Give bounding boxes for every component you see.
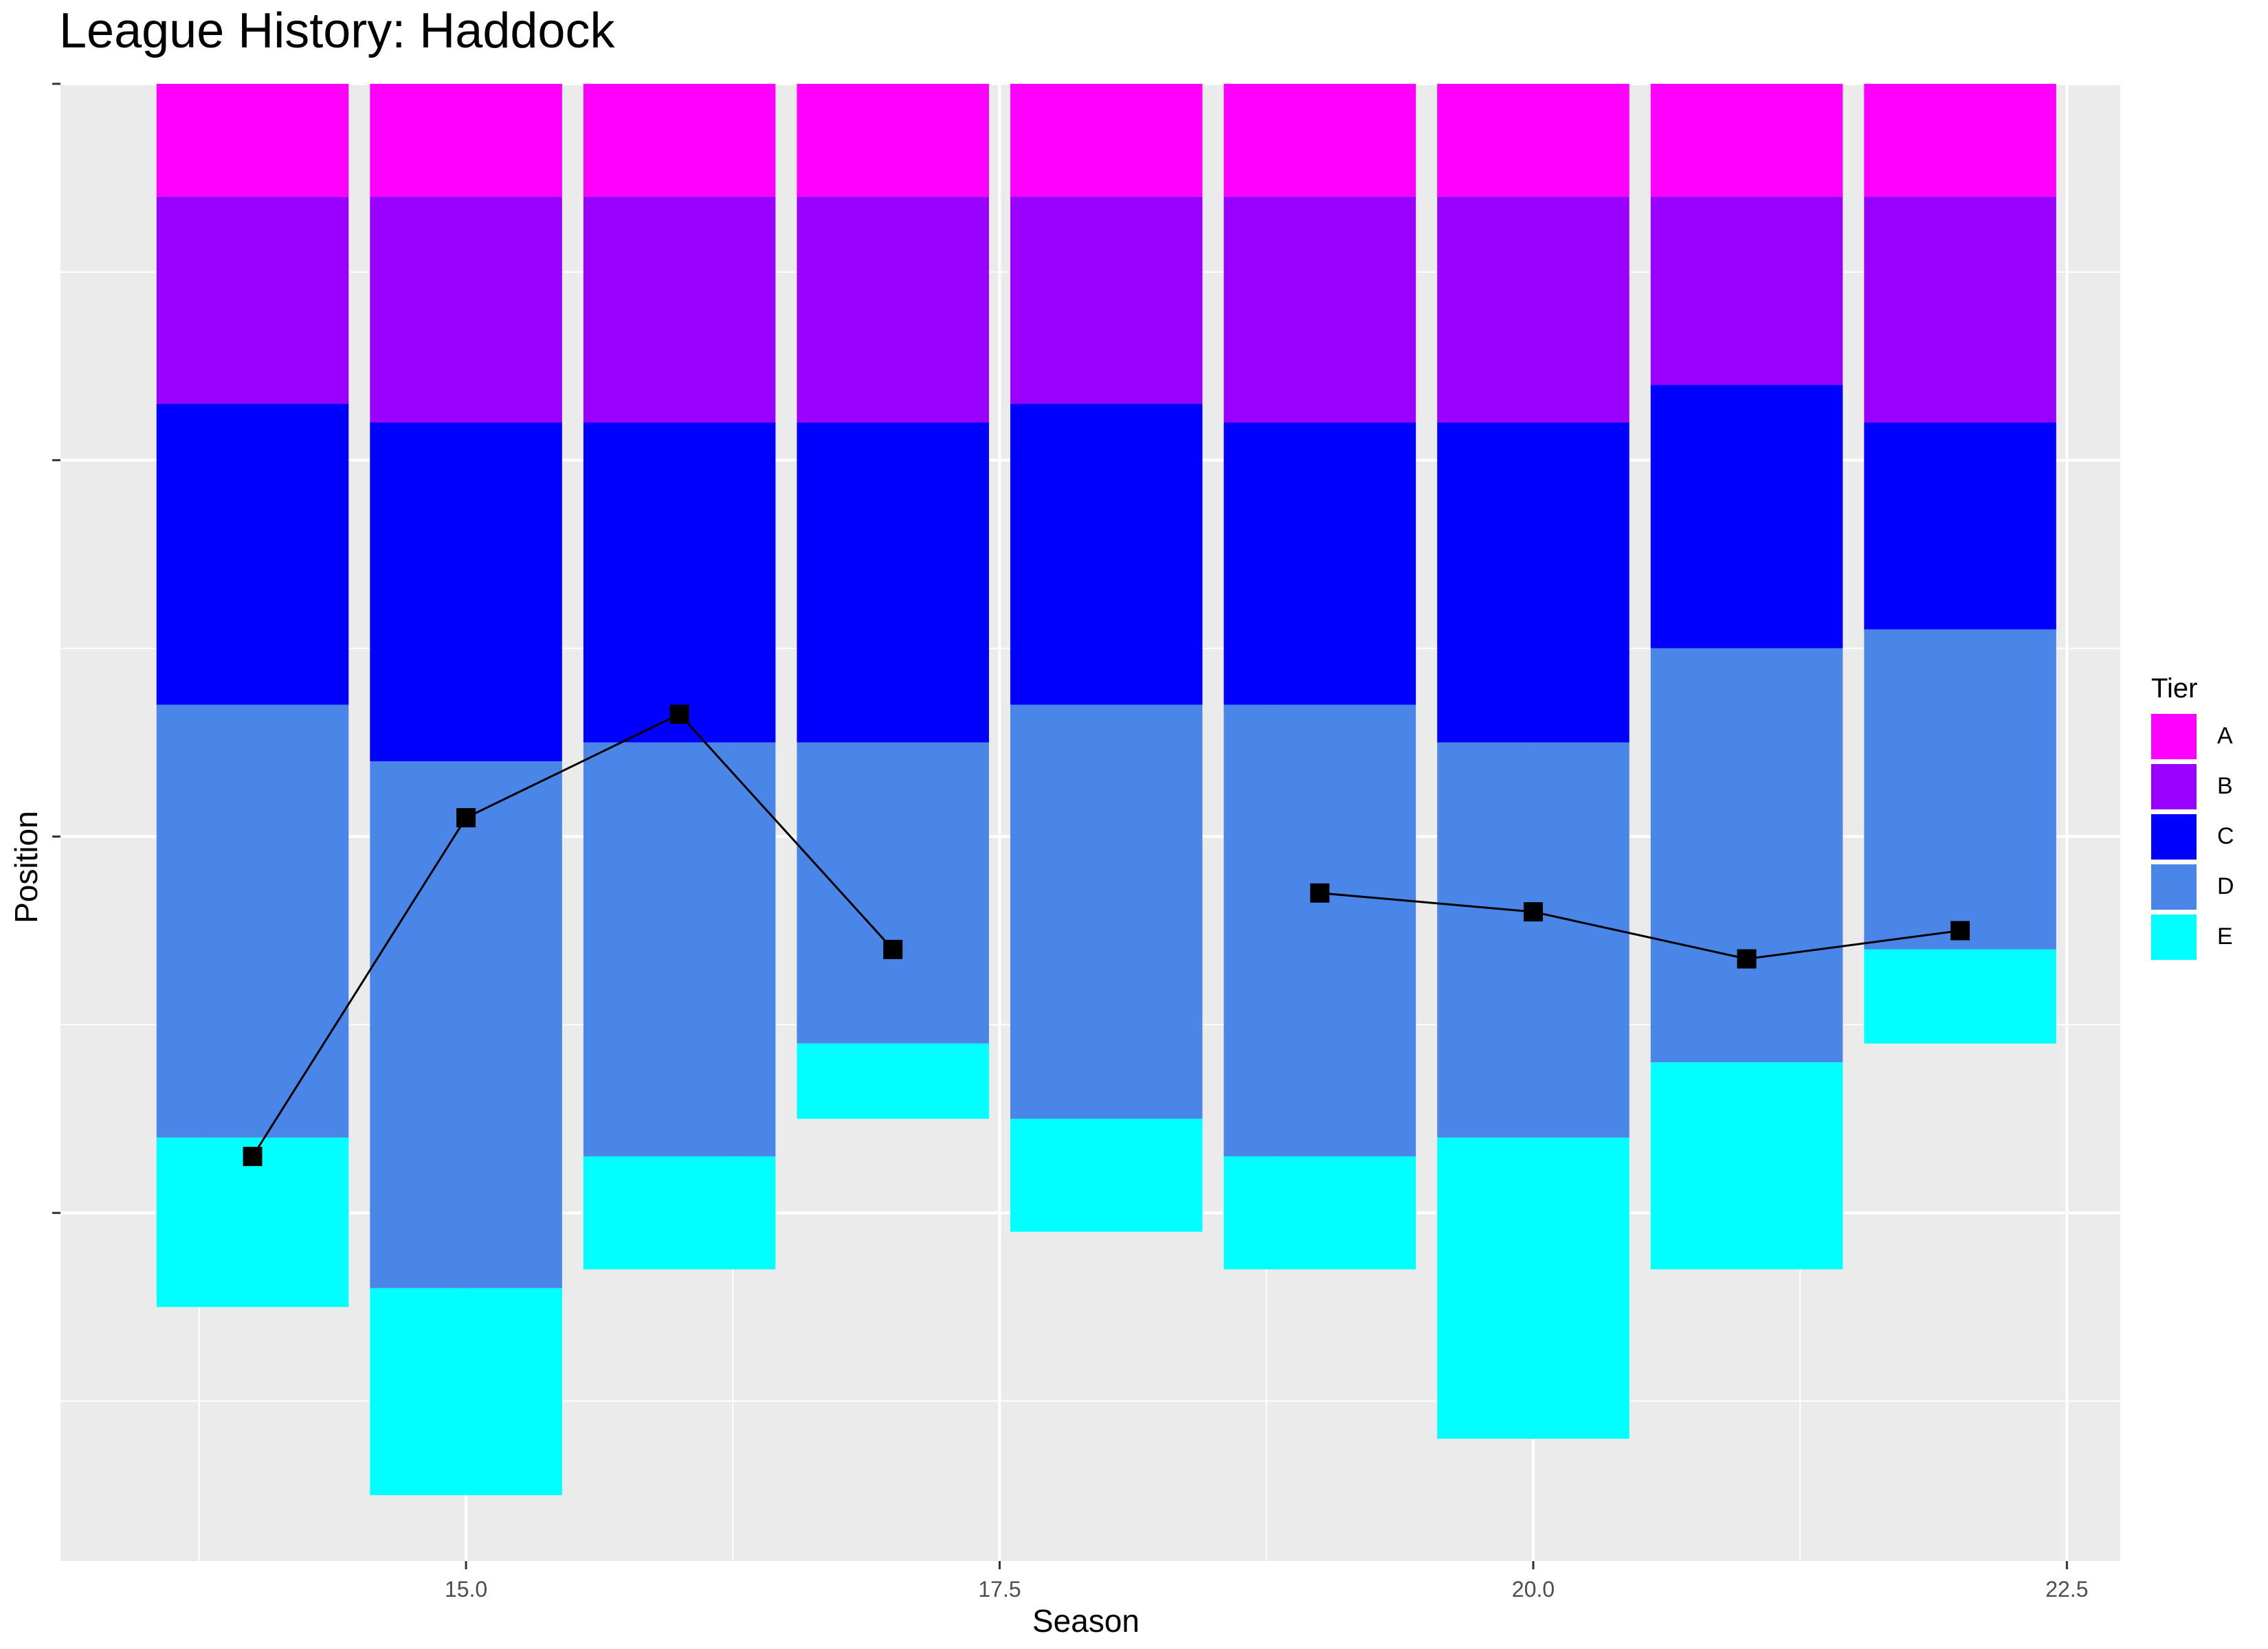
position-point — [1737, 949, 1757, 969]
legend-label: C — [2217, 823, 2234, 849]
bar-segment-tier-a — [1223, 84, 1416, 197]
bar-segment-tier-c — [1437, 422, 1630, 743]
chart-title: League History: Haddock — [59, 3, 615, 58]
legend-swatch — [2151, 763, 2197, 809]
position-point — [456, 808, 476, 828]
y-axis-label: Position — [8, 811, 44, 923]
x-tick-label: 15.0 — [445, 1577, 487, 1602]
bar-segment-tier-c — [797, 422, 989, 743]
position-point — [1950, 921, 1970, 941]
legend-item-tier-a: A — [2151, 711, 2234, 761]
bar-segment-tier-e — [797, 1043, 989, 1119]
legend-label: D — [2217, 873, 2234, 899]
bar-segment-tier-b — [370, 197, 562, 423]
legend-swatch — [2151, 713, 2197, 759]
bar-segment-tier-a — [1010, 84, 1203, 197]
bar-segment-tier-c — [1223, 422, 1416, 705]
position-point — [883, 939, 903, 959]
bar-segment-tier-a — [156, 84, 349, 197]
bar-segment-tier-e — [583, 1156, 776, 1270]
legend-swatch — [2151, 814, 2197, 860]
bar-segment-tier-d — [156, 704, 349, 1138]
bar-segment-tier-c — [1010, 403, 1203, 705]
bar-segment-tier-b — [797, 197, 989, 423]
position-line — [243, 704, 1970, 1167]
bar-segment-tier-b — [1223, 197, 1416, 423]
bar-segment-tier-d — [1864, 629, 2056, 950]
position-line-segment — [252, 713, 894, 1157]
bar-segment-tier-d — [1223, 704, 1416, 1157]
bar-segment-tier-d — [797, 742, 989, 1044]
bar-segment-tier-e — [1010, 1119, 1203, 1232]
bar-segment-tier-b — [583, 197, 776, 423]
bar-segment-tier-b — [156, 197, 349, 404]
bar-segment-tier-e — [370, 1288, 562, 1496]
position-point — [243, 1147, 263, 1167]
axes: 15.0 17.5 20.0 22.5 — [52, 82, 2088, 1602]
bar-segment-tier-c — [583, 422, 776, 743]
bar-segment-tier-b — [1437, 197, 1630, 423]
bar-segment-tier-e — [1650, 1062, 1843, 1270]
bar-segment-tier-e — [1437, 1137, 1630, 1439]
legend-title: Tier — [2151, 673, 2198, 704]
bar-segment-tier-c — [1864, 422, 2056, 630]
legend-swatch — [2151, 914, 2197, 960]
bar-segment-tier-d — [1650, 648, 1843, 1063]
bar-segment-tier-d — [1010, 704, 1203, 1119]
bar-segment-tier-c — [370, 422, 562, 761]
x-tick-label: 17.5 — [978, 1577, 1021, 1602]
legend-item-tier-e: E — [2151, 912, 2234, 962]
x-tick-label: 20.0 — [1512, 1577, 1555, 1602]
legend-label: B — [2217, 773, 2233, 799]
position-point — [669, 704, 689, 724]
bar-segment-tier-b — [1864, 197, 2056, 423]
bar-segment-tier-b — [1010, 197, 1203, 404]
bar-segment-tier-a — [370, 84, 562, 197]
x-axis-label: Season — [1032, 1603, 1139, 1639]
bar-segment-tier-a — [1864, 84, 2056, 197]
bar-segment-tier-e — [1864, 949, 2056, 1044]
legend-swatch — [2151, 864, 2197, 910]
position-line-segment — [1320, 892, 1961, 961]
bar-segment-tier-e — [1223, 1156, 1416, 1270]
bar-segment-tier-a — [797, 84, 989, 197]
legend-item-tier-c: C — [2151, 811, 2234, 862]
bar-segment-tier-b — [1650, 197, 1843, 385]
bar-segment-tier-a — [1437, 84, 1630, 197]
bar-segment-tier-a — [1650, 84, 1843, 197]
x-tick-label: 22.5 — [2045, 1577, 2088, 1602]
bar-segment-tier-d — [1437, 742, 1630, 1138]
bar-segment-tier-c — [1650, 385, 1843, 649]
bar-segment-tier-c — [156, 403, 349, 705]
legend-label: A — [2217, 723, 2233, 749]
bar-segment-tier-d — [583, 742, 776, 1157]
legend-item-tier-b: B — [2151, 761, 2234, 811]
bar-segment-tier-d — [370, 761, 562, 1288]
legend-item-tier-d: D — [2151, 862, 2234, 912]
stacked-bars — [156, 84, 2056, 1496]
position-point — [1523, 902, 1543, 922]
position-point — [1310, 883, 1330, 903]
legend-label: E — [2217, 923, 2233, 950]
bar-segment-tier-a — [583, 84, 776, 197]
